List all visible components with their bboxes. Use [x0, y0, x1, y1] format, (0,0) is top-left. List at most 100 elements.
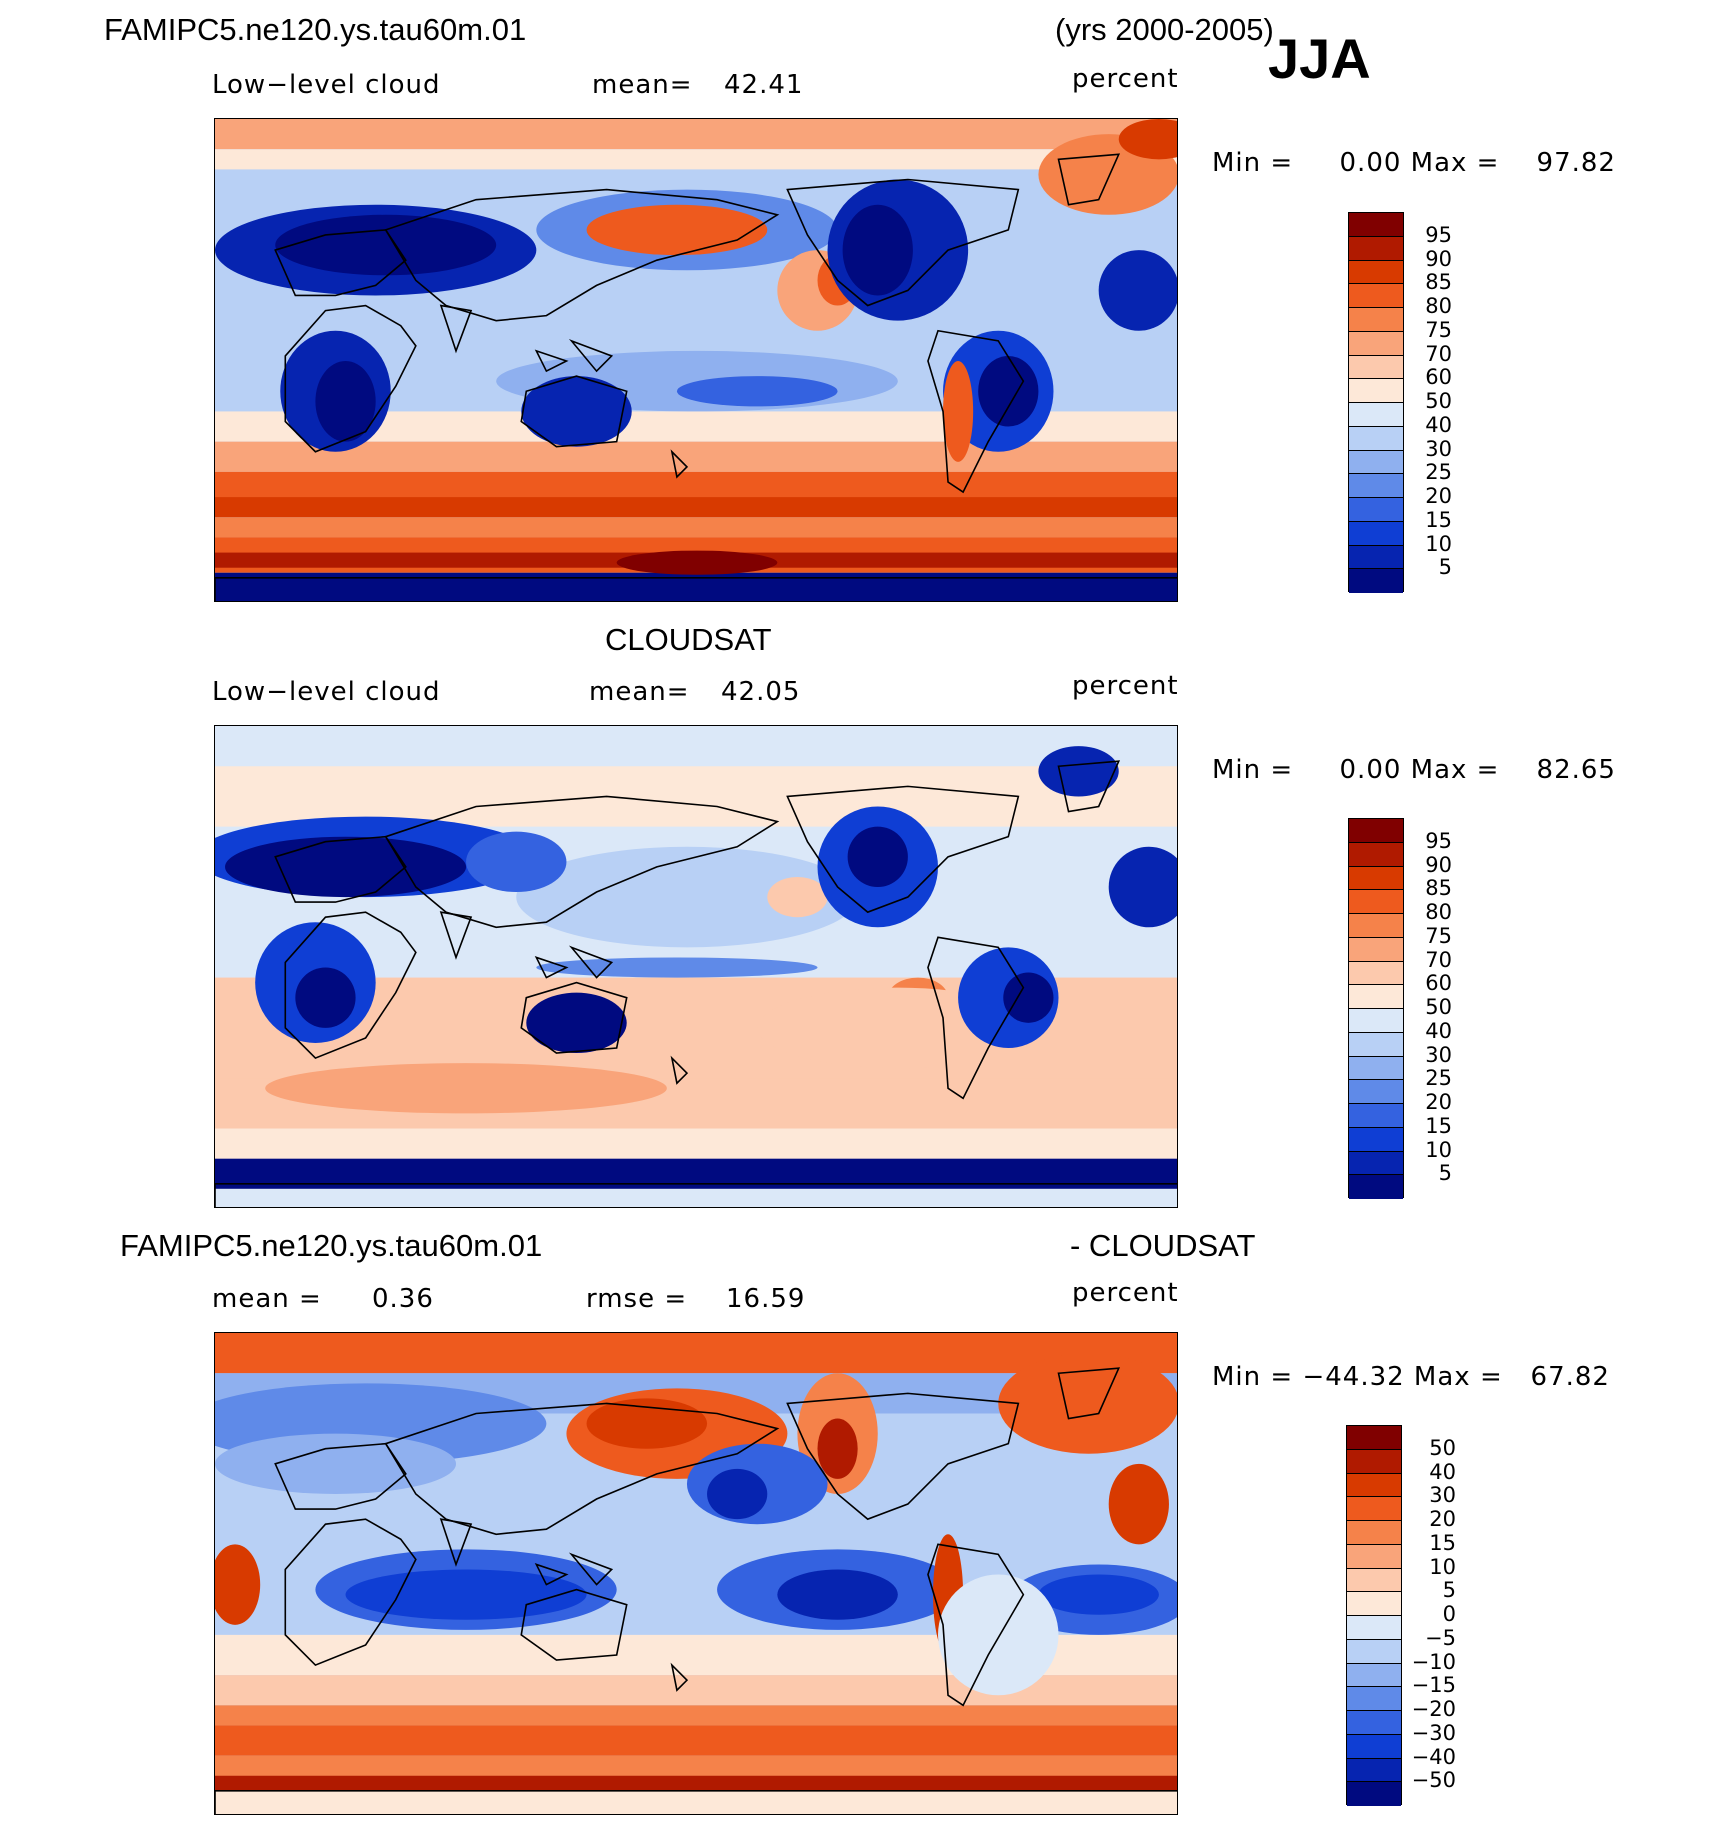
colorbar-segment	[1347, 1592, 1401, 1616]
colorbar-tick-label: 15	[1429, 1530, 1456, 1555]
colorbar-tick-label: 40	[1425, 1018, 1452, 1043]
colorbar-tick-label: 70	[1425, 341, 1452, 366]
field-contour	[586, 204, 768, 256]
field-contour	[1118, 119, 1177, 160]
colorbar-segment	[1349, 1127, 1403, 1152]
colorbar-tick-label: 10	[1425, 531, 1452, 556]
field-contour	[707, 1468, 768, 1520]
colorbar-tick-label: −50	[1411, 1768, 1456, 1793]
colorbar-segment	[1349, 260, 1403, 285]
panel2-colorbar	[1348, 818, 1404, 1199]
field-contour	[1098, 250, 1177, 331]
colorbar-tick-label: 60	[1425, 365, 1452, 390]
colorbar-segment	[1347, 1473, 1401, 1498]
panel3-rmse-value: 16.59	[726, 1284, 806, 1314]
panel1-mean-value: 42.41	[724, 70, 804, 100]
panel3-mean-label: mean =	[212, 1284, 322, 1314]
colorbar-segment	[1347, 1544, 1401, 1569]
field-contour	[225, 836, 467, 898]
field-contour	[1038, 746, 1119, 797]
field-band	[215, 1188, 1177, 1207]
colorbar-tick-label: 50	[1425, 995, 1452, 1019]
colorbar-segment	[1347, 1782, 1401, 1806]
panel3-rmse-label: rmse =	[586, 1284, 688, 1314]
colorbar-segment	[1347, 1426, 1401, 1450]
colorbar-tick-label: 30	[1425, 436, 1452, 461]
field-contour	[847, 826, 908, 887]
colorbar-tick-label: 5	[1438, 1161, 1452, 1186]
field-contour	[536, 957, 818, 978]
field-contour	[295, 967, 356, 1028]
colorbar-tick-label: −15	[1411, 1673, 1456, 1698]
colorbar-segment	[1349, 937, 1403, 962]
colorbar-segment	[1349, 498, 1403, 522]
colorbar-segment	[1349, 236, 1403, 261]
field-band	[215, 149, 1177, 170]
field-contour	[938, 1574, 1059, 1696]
colorbar-segment	[1347, 1521, 1401, 1545]
colorbar-tick-label: 70	[1425, 947, 1452, 972]
colorbar-segment	[1347, 1687, 1401, 1711]
colorbar-segment	[1349, 1080, 1403, 1104]
panel1-variable: Low−level cloud	[212, 70, 441, 100]
colorbar-tick-label: 90	[1425, 246, 1452, 271]
colorbar-tick-label: 80	[1425, 294, 1452, 318]
field-contour	[1108, 846, 1177, 928]
panel2-map	[214, 725, 1178, 1208]
season-label: JJA	[1268, 27, 1371, 90]
field-band	[215, 119, 1177, 150]
colorbar-tick-label: 40	[1429, 1459, 1456, 1484]
field-band	[215, 1705, 1177, 1726]
colorbar-tick-label: 20	[1429, 1507, 1456, 1531]
colorbar-segment	[1349, 545, 1403, 570]
field-contour	[842, 204, 913, 296]
colorbar-segment	[1349, 819, 1403, 843]
field-contour	[1038, 1574, 1159, 1615]
field-contour	[215, 1433, 456, 1494]
field-contour	[767, 876, 828, 918]
field-band	[215, 497, 1177, 518]
field-contour	[616, 550, 778, 575]
panel2-mean-label: mean=	[589, 677, 690, 707]
colorbar-segment	[1349, 842, 1403, 867]
colorbar-segment	[1349, 569, 1403, 593]
colorbar-segment	[1349, 985, 1403, 1009]
field-contour	[817, 1418, 858, 1479]
field-contour	[777, 1569, 898, 1620]
colorbar-tick-label: 10	[1429, 1554, 1456, 1579]
panel2-units: percent	[1072, 671, 1179, 701]
colorbar-tick-label: 50	[1429, 1435, 1456, 1460]
colorbar-tick-label: −40	[1411, 1744, 1456, 1769]
panel2-mean-value: 42.05	[721, 677, 801, 707]
coastlines	[215, 760, 1177, 1207]
colorbar-tick-label: 40	[1425, 412, 1452, 437]
colorbar-tick-label: 15	[1425, 1113, 1452, 1138]
colorbar-segment	[1349, 379, 1403, 403]
field-contour	[1003, 972, 1054, 1023]
field-contour	[315, 361, 376, 442]
colorbar-segment	[1349, 213, 1403, 237]
colorbar-segment	[1347, 1497, 1401, 1521]
colorbar-segment	[1349, 426, 1403, 451]
field-contour	[998, 1353, 1177, 1454]
field-band	[215, 517, 1177, 538]
field-contour	[978, 355, 1039, 427]
years-label: (yrs 2000-2005)	[1055, 12, 1274, 47]
panel1-mean-label: mean=	[592, 70, 693, 100]
colorbar-segment	[1349, 403, 1403, 427]
field-contour	[466, 831, 567, 893]
model-case-title: FAMIPC5.ne120.ys.tau60m.01	[104, 12, 527, 47]
field-contour	[265, 1063, 667, 1114]
colorbar-segment	[1349, 1032, 1403, 1057]
panel2-min-max: Min = 0.00 Max = 82.65	[1212, 755, 1616, 785]
colorbar-segment	[1347, 1734, 1401, 1759]
colorbar-segment	[1349, 1056, 1403, 1081]
colorbar-tick-label: −20	[1411, 1697, 1456, 1721]
panel1-min-max: Min = 0.00 Max = 97.82	[1212, 148, 1616, 178]
panel2-variable: Low−level cloud	[212, 677, 441, 707]
field-band	[215, 1775, 1177, 1791]
field-contour	[586, 1398, 708, 1449]
colorbar-tick-label: 85	[1425, 270, 1452, 295]
coastlines	[215, 153, 1177, 601]
colorbar-segment	[1347, 1639, 1401, 1664]
